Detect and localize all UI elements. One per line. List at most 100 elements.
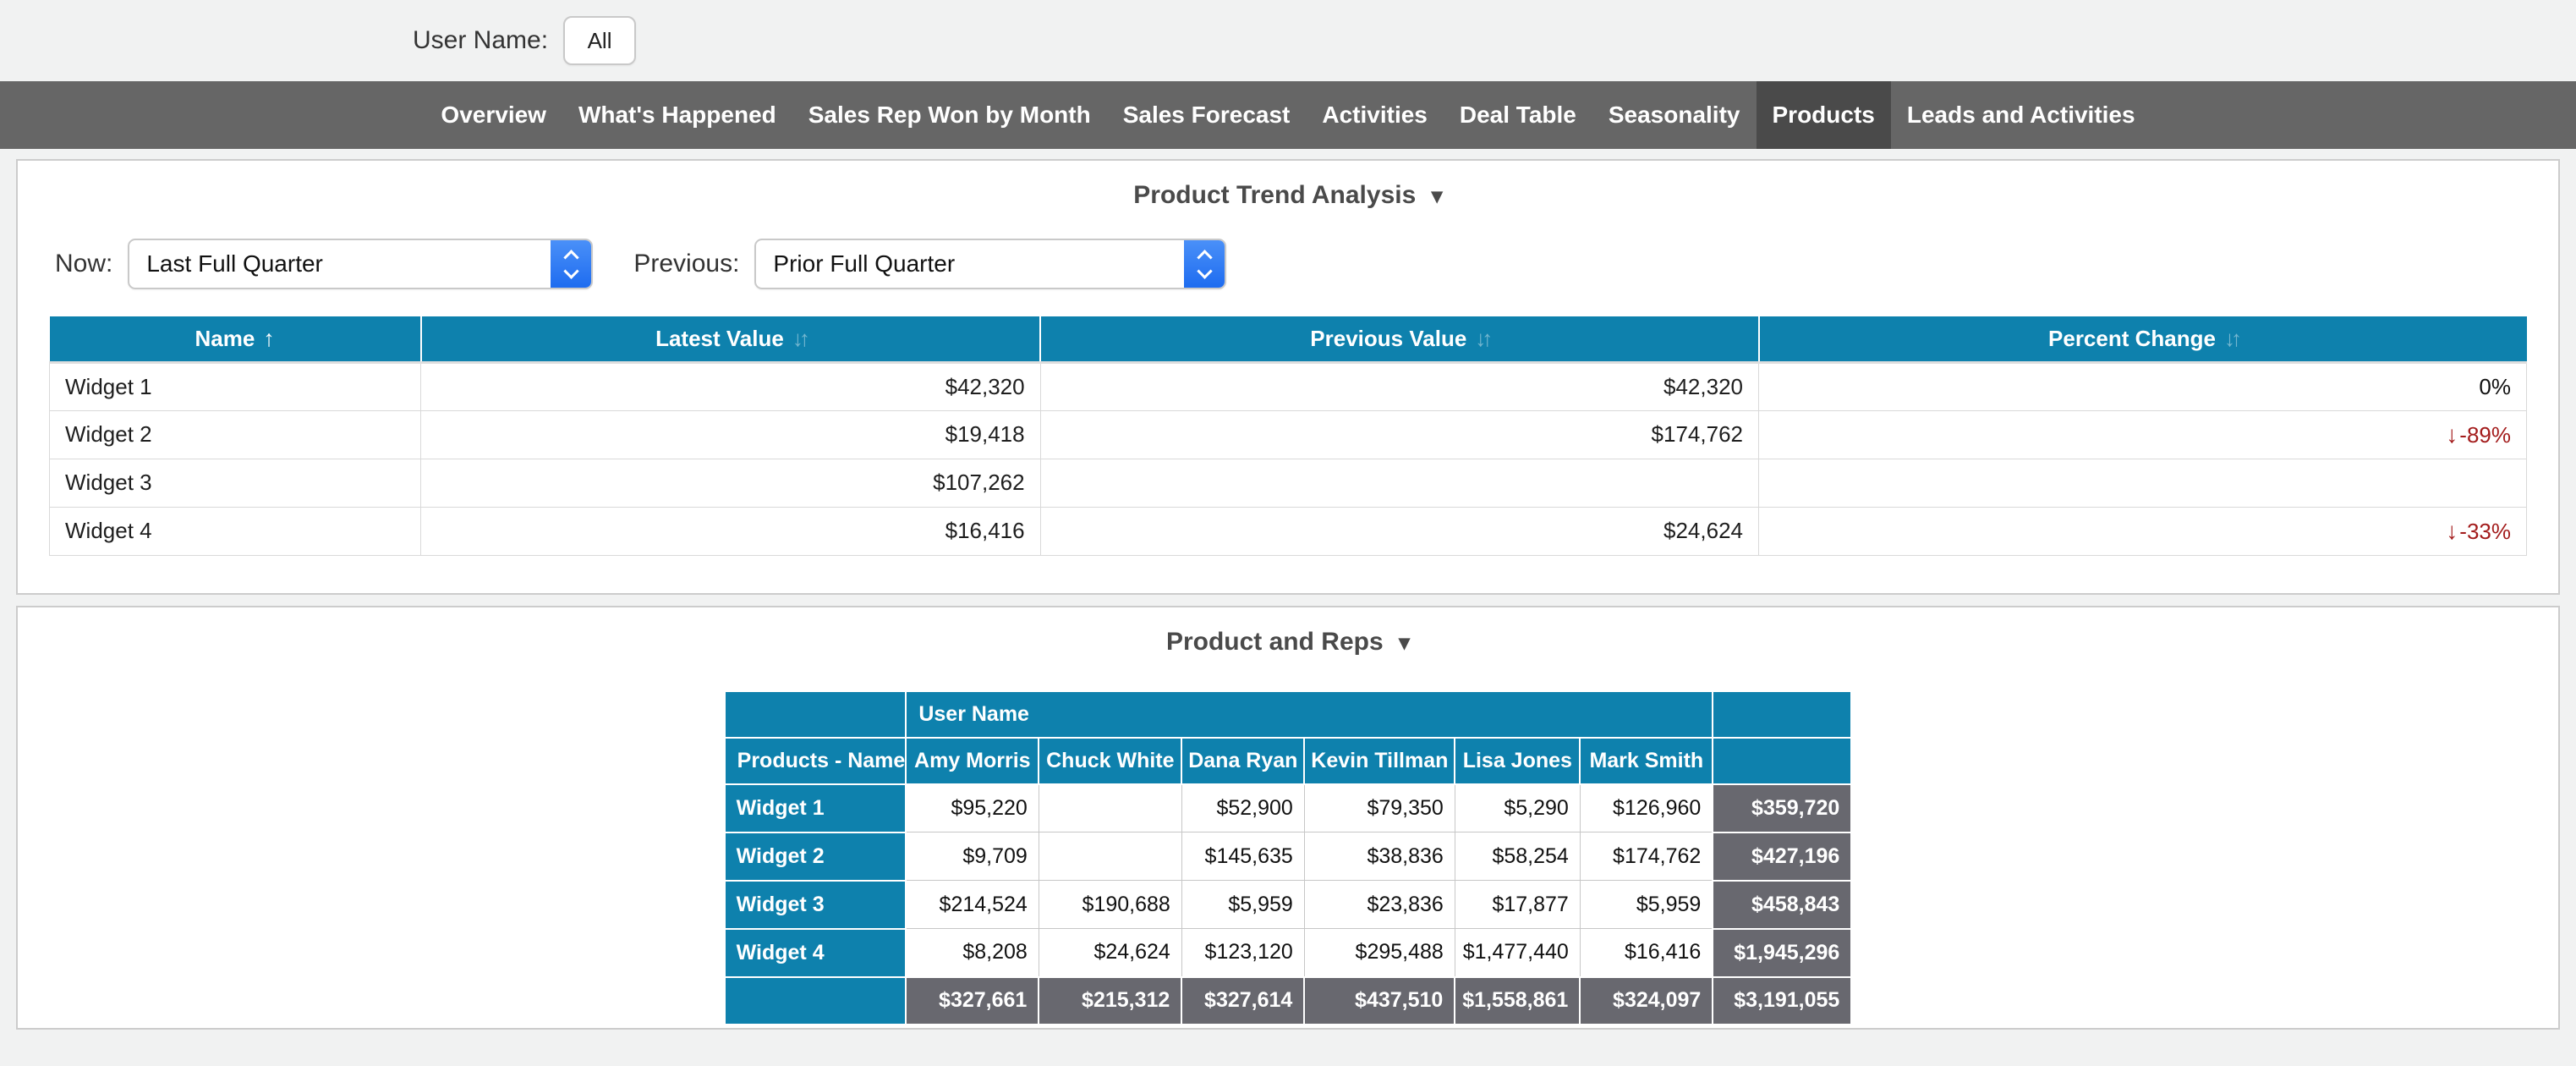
down-arrow-icon: ↓ — [2446, 518, 2458, 544]
column-total-cell: $1,558,861 — [1455, 977, 1580, 1025]
tab-activities[interactable]: Activities — [1306, 81, 1444, 149]
pivot-total-row: $327,661 $215,312 $327,614 $437,510 $1,5… — [725, 977, 1852, 1025]
sort-both-icon: ↓↑ — [792, 326, 806, 351]
tab-sales-rep-won-by-month[interactable]: Sales Rep Won by Month — [792, 81, 1107, 149]
previous-value-cell — [1040, 459, 1758, 507]
col-header-mark-smith: Mark Smith — [1580, 738, 1713, 784]
column-total-cell: $324,097 — [1580, 977, 1713, 1025]
previous-label: Previous: — [633, 250, 739, 278]
value-cell: $24,624 — [1039, 929, 1181, 977]
col-header-name[interactable]: Name↑ — [50, 316, 421, 362]
col-header-latest-value[interactable]: Latest Value↓↑ — [421, 316, 1040, 362]
value-cell: $52,900 — [1181, 784, 1304, 832]
table-row: Widget 2 $19,418 $174,762 ↓-89% — [50, 410, 2527, 459]
value-cell: $23,836 — [1304, 881, 1455, 929]
previous-value-cell: $174,762 — [1040, 410, 1758, 459]
panel2-title[interactable]: Product and Reps ▾ — [18, 607, 2558, 657]
col-header-dana-ryan: Dana Ryan — [1181, 738, 1304, 784]
pivot-corner-cell — [725, 691, 907, 738]
row-label: Widget 4 — [725, 929, 907, 977]
value-cell — [1039, 832, 1181, 881]
col-header-previous-value[interactable]: Previous Value↓↑ — [1040, 316, 1758, 362]
panel2-title-caret-icon: ▾ — [1399, 629, 1410, 655]
value-cell: $17,877 — [1455, 881, 1580, 929]
col-header-lisa-jones: Lisa Jones — [1455, 738, 1580, 784]
value-cell — [1039, 784, 1181, 832]
percent-change-cell — [1759, 459, 2527, 507]
tab-sales-forecast[interactable]: Sales Forecast — [1107, 81, 1307, 149]
trend-table: Name↑ Latest Value↓↑ Previous Value↓↑ Pe… — [49, 316, 2527, 556]
product-name-cell: Widget 4 — [50, 507, 421, 555]
value-cell: $174,762 — [1580, 832, 1713, 881]
column-total-cell: $327,614 — [1181, 977, 1304, 1025]
col-header-amy-morris: Amy Morris — [906, 738, 1039, 784]
product-and-reps-panel: Product and Reps ▾ User Name Products - … — [16, 606, 2560, 1030]
down-arrow-icon: ↓ — [2446, 421, 2458, 448]
table-row: Widget 3 $107,262 — [50, 459, 2527, 507]
tab-deal-table[interactable]: Deal Table — [1444, 81, 1592, 149]
product-name-cell: Widget 3 — [50, 459, 421, 507]
row-total-cell: $427,196 — [1713, 832, 1851, 881]
pivot-row: Widget 4 $8,208 $24,624 $123,120 $295,48… — [725, 929, 1852, 977]
pivot-row: Widget 1 $95,220 $52,900 $79,350 $5,290 … — [725, 784, 1852, 832]
row-label: Widget 1 — [725, 784, 907, 832]
column-total-cell: $327,661 — [906, 977, 1039, 1025]
sort-both-icon: ↓↑ — [2224, 326, 2238, 351]
value-cell: $58,254 — [1455, 832, 1580, 881]
table-row: Widget 1 $42,320 $42,320 0% — [50, 362, 2527, 410]
value-cell: $9,709 — [906, 832, 1039, 881]
select-spinner-icon — [551, 240, 591, 288]
pivot-row: Widget 3 $214,524 $190,688 $5,959 $23,83… — [725, 881, 1852, 929]
tab-overview[interactable]: Overview — [425, 81, 562, 149]
value-cell: $5,290 — [1455, 784, 1580, 832]
now-label: Now: — [55, 250, 112, 278]
previous-select-value: Prior Full Quarter — [773, 250, 955, 277]
select-spinner-icon — [1184, 240, 1225, 288]
value-cell: $16,416 — [1580, 929, 1713, 977]
latest-value-cell: $42,320 — [421, 362, 1040, 410]
tab-products[interactable]: Products — [1757, 81, 1891, 149]
pivot-corner-cell — [1713, 738, 1851, 784]
pivot-row: Widget 2 $9,709 $145,635 $38,836 $58,254… — [725, 832, 1852, 881]
product-reps-pivot-table: User Name Products - Name Amy Morris Chu… — [724, 690, 1853, 1025]
row-total-cell: $458,843 — [1713, 881, 1851, 929]
panel1-title-caret-icon: ▾ — [1432, 183, 1443, 208]
trend-controls: Now: Last Full Quarter Previous: Prior F… — [55, 239, 2558, 289]
col-header-kevin-tillman: Kevin Tillman — [1304, 738, 1455, 784]
product-name-cell: Widget 2 — [50, 410, 421, 459]
previous-select[interactable]: Prior Full Quarter — [754, 239, 1226, 289]
row-header-products-name: Products - Name — [725, 738, 907, 784]
panel1-title-text: Product Trend Analysis — [1133, 181, 1416, 209]
value-cell: $5,959 — [1181, 881, 1304, 929]
percent-change-cell: ↓-89% — [1759, 410, 2527, 459]
previous-value-cell: $24,624 — [1040, 507, 1758, 555]
tab-whats-happened[interactable]: What's Happened — [562, 81, 792, 149]
value-cell: $8,208 — [906, 929, 1039, 977]
tab-seasonality[interactable]: Seasonality — [1592, 81, 1757, 149]
table-row: Widget 4 $16,416 $24,624 ↓-33% — [50, 507, 2527, 555]
row-label: Widget 3 — [725, 881, 907, 929]
user-name-filter-label: User Name: — [413, 26, 548, 55]
grand-total-cell: $3,191,055 — [1713, 977, 1851, 1025]
pivot-corner-cell — [725, 977, 907, 1025]
value-cell: $38,836 — [1304, 832, 1455, 881]
panel1-title[interactable]: Product Trend Analysis ▾ — [18, 161, 2558, 210]
user-name-filter-button[interactable]: All — [563, 16, 636, 65]
sort-ascending-icon: ↑ — [263, 326, 275, 351]
row-total-cell: $1,945,296 — [1713, 929, 1851, 977]
column-total-cell: $215,312 — [1039, 977, 1181, 1025]
latest-value-cell: $16,416 — [421, 507, 1040, 555]
filter-bar: User Name: All — [0, 0, 2576, 81]
value-cell: $79,350 — [1304, 784, 1455, 832]
latest-value-cell: $107,262 — [421, 459, 1040, 507]
value-cell: $95,220 — [906, 784, 1039, 832]
col-header-percent-change[interactable]: Percent Change↓↑ — [1759, 316, 2527, 362]
tab-leads-and-activities[interactable]: Leads and Activities — [1891, 81, 2151, 149]
col-header-chuck-white: Chuck White — [1039, 738, 1181, 784]
previous-value-cell: $42,320 — [1040, 362, 1758, 410]
value-cell: $5,959 — [1580, 881, 1713, 929]
now-select-value: Last Full Quarter — [146, 250, 323, 277]
value-cell: $145,635 — [1181, 832, 1304, 881]
group-header-user-name: User Name — [906, 691, 1713, 738]
now-select[interactable]: Last Full Quarter — [128, 239, 593, 289]
